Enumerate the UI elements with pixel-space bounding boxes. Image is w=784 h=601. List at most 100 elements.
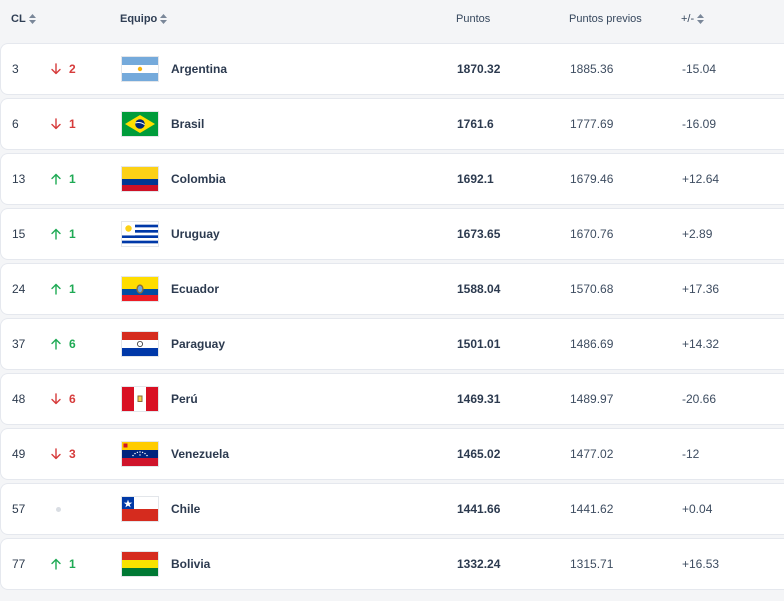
paraguay-flag-icon [121, 319, 159, 369]
team-name[interactable]: Ecuador [171, 282, 220, 296]
table-row[interactable]: 6 1 Brasil 1761.6 1777.69 -16.09 [0, 98, 784, 150]
points: 1588.04 [457, 282, 501, 296]
points-header-label: Puntos [456, 13, 491, 25]
points-difference: +12.64 [682, 172, 720, 186]
table-row[interactable]: 24 1 Ecuador 1588.04 1570.68 +17.36 [0, 263, 784, 315]
movement-indicator: 1 [51, 209, 76, 259]
arrow-down-icon [51, 393, 61, 405]
sort-icon[interactable] [28, 14, 36, 24]
rank-change: 2 [69, 62, 76, 76]
arrow-up-icon [51, 558, 61, 570]
rank-change: 3 [69, 447, 76, 461]
table-row[interactable]: 48 6 Perú 1469.31 1489.97 -20.66 [0, 373, 784, 425]
rank: 57 [12, 502, 26, 516]
points-difference: +14.32 [682, 337, 720, 351]
rank: 49 [12, 447, 26, 461]
movement-indicator: 1 [51, 539, 76, 589]
points-difference: +16.53 [682, 557, 720, 571]
team-name[interactable]: Perú [171, 392, 198, 406]
movement-indicator: 6 [51, 374, 76, 424]
previous-points: 1679.46 [570, 172, 614, 186]
arrow-up-icon [51, 338, 61, 350]
arrow-down-icon [51, 63, 61, 75]
movement-indicator: 1 [51, 99, 76, 149]
rank: 37 [12, 337, 26, 351]
team-name[interactable]: Colombia [171, 172, 226, 186]
table-row[interactable]: 37 6 Paraguay 1501.01 1486.69 +14.32 [0, 318, 784, 370]
team-column-header[interactable]: Equipo [120, 13, 168, 25]
uruguay-flag-icon [121, 209, 159, 259]
table-row[interactable]: 49 3 Venezuela 1465.02 1477.02 -12 [0, 428, 784, 480]
points: 1465.02 [457, 447, 501, 461]
rank-change: 1 [69, 172, 76, 186]
previous-points: 1570.68 [570, 282, 614, 296]
movement-indicator [51, 484, 61, 534]
team-name[interactable]: Argentina [171, 62, 228, 76]
rank-change: 6 [69, 337, 76, 351]
previous-points: 1489.97 [570, 392, 614, 406]
table-row[interactable]: 15 1 Uruguay 1673.65 1670.76 +2.89 [0, 208, 784, 260]
arrow-down-icon [51, 118, 61, 130]
rank: 3 [12, 62, 19, 76]
team-name[interactable]: Uruguay [171, 227, 220, 241]
movement-indicator: 1 [51, 154, 76, 204]
rank: 13 [12, 172, 26, 186]
bolivia-flag-icon [121, 539, 159, 589]
rank-change: 1 [69, 557, 76, 571]
brazil-flag-icon [121, 99, 159, 149]
rank-column-header[interactable]: CL [11, 13, 36, 25]
table-row[interactable]: 77 1 Bolivia 1332.24 1315.71 +16.53 [0, 538, 784, 590]
points: 1673.65 [457, 227, 501, 241]
table-row[interactable]: 13 1 Colombia 1692.1 1679.46 +12.64 [0, 153, 784, 205]
points-difference: +2.89 [682, 227, 713, 241]
movement-indicator: 1 [51, 264, 76, 314]
points: 1870.32 [457, 62, 501, 76]
points: 1692.1 [457, 172, 494, 186]
venezuela-flag-icon [121, 429, 159, 479]
previous-points: 1315.71 [570, 557, 614, 571]
no-change-dot-icon [56, 506, 61, 512]
team-name[interactable]: Venezuela [171, 447, 230, 461]
sort-icon[interactable] [697, 14, 705, 24]
rank-change: 1 [69, 282, 76, 296]
difference-header-label: +/- [681, 13, 695, 25]
points-difference: +17.36 [682, 282, 720, 296]
points-difference: -20.66 [682, 392, 717, 406]
previous-points: 1885.36 [570, 62, 614, 76]
points-column-header: Puntos [456, 13, 490, 25]
peru-flag-icon [121, 374, 159, 424]
rank: 77 [12, 557, 26, 571]
previous-points-header-label: Puntos previos [569, 13, 642, 25]
previous-points: 1777.69 [570, 117, 614, 131]
previous-points: 1441.62 [570, 502, 614, 516]
chile-flag-icon [121, 484, 159, 534]
points: 1501.01 [457, 337, 501, 351]
team-header-label: Equipo [120, 13, 158, 25]
arrow-up-icon [51, 283, 61, 295]
previous-points: 1670.76 [570, 227, 614, 241]
rank: 15 [12, 227, 26, 241]
table-row[interactable]: 57 Chile 1441.66 1441.62 +0.04 [0, 483, 784, 535]
points-difference: -15.04 [682, 62, 717, 76]
arrow-down-icon [51, 448, 61, 460]
points: 1469.31 [457, 392, 501, 406]
team-name[interactable]: Brasil [171, 117, 205, 131]
rank: 6 [12, 117, 19, 131]
rank-change: 1 [69, 117, 76, 131]
points: 1332.24 [457, 557, 501, 571]
team-name[interactable]: Paraguay [171, 337, 226, 351]
rank-change: 6 [69, 392, 76, 406]
points-difference: +0.04 [682, 502, 713, 516]
team-name[interactable]: Chile [171, 502, 201, 516]
arrow-up-icon [51, 173, 61, 185]
difference-column-header[interactable]: +/- [681, 13, 705, 25]
sort-icon[interactable] [160, 14, 168, 24]
rank: 48 [12, 392, 26, 406]
team-name[interactable]: Bolivia [171, 557, 211, 571]
movement-indicator: 6 [51, 319, 76, 369]
table-row[interactable]: 3 2 Argentina 1870.32 1885.36 -15.04 [0, 43, 784, 95]
rank: 24 [12, 282, 26, 296]
table-header: CL Equipo Puntos Puntos previos +/- [0, 0, 784, 40]
points-difference: -12 [682, 447, 700, 461]
